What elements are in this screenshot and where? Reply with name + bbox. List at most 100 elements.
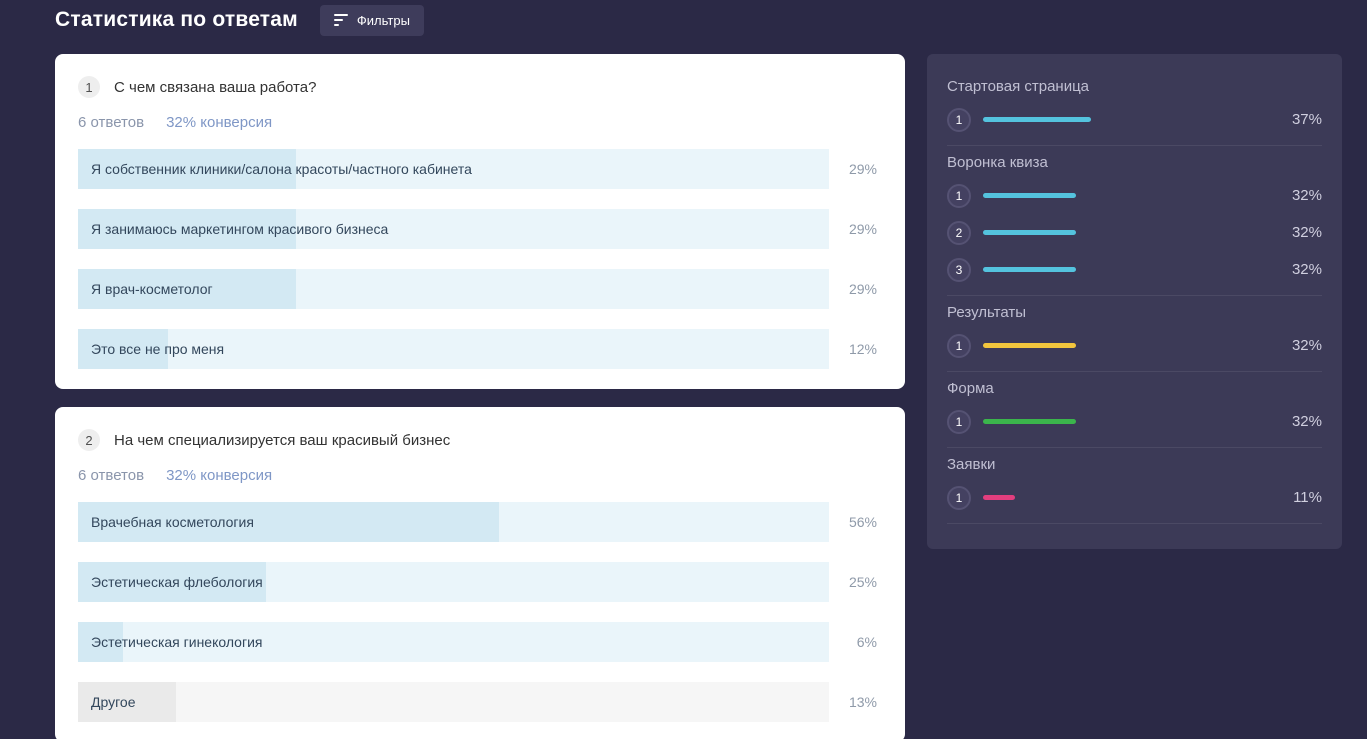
funnel-step-badge: 1	[947, 409, 971, 434]
answer-bar-fill	[78, 329, 169, 369]
funnel-step-badge: 1	[947, 485, 971, 510]
answer-row: Эстетическая гинекология 6%	[78, 622, 877, 662]
funnel-bar-track	[983, 495, 1274, 500]
question-card-2: 2 На чем специализируется ваш красивый б…	[55, 407, 905, 739]
funnel-item: 1 32%	[947, 327, 1322, 364]
divider	[947, 295, 1322, 296]
answer-bar: Эстетическая флебология	[78, 562, 829, 602]
funnel-section-title: Результаты	[947, 304, 1026, 321]
funnel-percent: 11%	[1293, 489, 1322, 506]
answer-bar: Эстетическая гинекология	[78, 622, 829, 662]
divider	[947, 447, 1322, 448]
funnel-bar	[983, 267, 1077, 272]
funnel-bar-track	[983, 267, 1274, 272]
funnel-percent: 32%	[1291, 187, 1322, 204]
funnel-bar	[983, 343, 1077, 348]
question-header: 1 С чем связана ваша работа?	[78, 76, 877, 98]
answer-row: Эстетическая флебология 25%	[78, 562, 877, 602]
funnel-percent: 32%	[1291, 224, 1322, 241]
funnel-percent: 32%	[1291, 337, 1322, 354]
answer-row-other: Другое 13%	[78, 682, 877, 722]
filter-sort-icon	[333, 14, 348, 26]
funnel-step-badge: 3	[947, 257, 971, 282]
funnel-step-badge: 1	[947, 333, 971, 358]
funnel-item: 2 32%	[947, 214, 1322, 251]
funnel-item: 1 11%	[947, 479, 1322, 516]
funnel-bar-track	[983, 419, 1274, 424]
funnel-percent: 32%	[1291, 413, 1322, 430]
funnel-bar	[983, 193, 1077, 198]
answer-bar: Другое	[78, 682, 829, 722]
answer-bar-fill	[78, 149, 296, 189]
funnel-bar	[983, 230, 1077, 235]
funnel-percent: 37%	[1291, 111, 1322, 128]
answer-bar: Я собственник клиники/салона красоты/час…	[78, 149, 829, 189]
answer-bar-fill	[78, 502, 499, 542]
funnel-bar	[983, 495, 1015, 500]
answer-bar: Врачебная косметология	[78, 502, 829, 542]
answer-bar-fill	[78, 269, 296, 309]
answer-bar: Это все не про меня	[78, 329, 829, 369]
divider	[947, 371, 1322, 372]
funnel-bar	[983, 117, 1091, 122]
answers-count: 6 ответов	[78, 114, 145, 131]
filters-button-label: Фильтры	[356, 12, 410, 28]
filters-button[interactable]: Фильтры	[319, 4, 424, 36]
answer-rows: Врачебная косметология 56% Эстетическая …	[78, 502, 877, 722]
funnel-bar-track	[983, 230, 1274, 235]
conversion-rate: 32% конверсия	[166, 467, 273, 484]
funnel-bar-track	[983, 193, 1274, 198]
answer-label: Другое	[91, 694, 136, 710]
funnel-step-badge: 1	[947, 183, 971, 208]
answer-bar-fill	[78, 682, 176, 722]
answer-percent: 56%	[848, 514, 877, 530]
questions-column: 1 С чем связана ваша работа? 6 ответов 3…	[55, 54, 905, 739]
funnel-item: 1 32%	[947, 177, 1322, 214]
answer-percent: 29%	[848, 221, 877, 237]
answer-row: Я врач-косметолог 29%	[78, 269, 877, 309]
question-header: 2 На чем специализируется ваш красивый б…	[78, 429, 877, 451]
answer-label: Эстетическая флебология	[91, 574, 263, 590]
answer-label: Врачебная косметология	[91, 514, 254, 530]
page-header: Статистика по ответам Фильтры	[0, 0, 1367, 36]
funnel-percent: 32%	[1291, 261, 1322, 278]
question-meta: 6 ответов 32% конверсия	[78, 467, 877, 484]
funnel-item: 1 37%	[947, 101, 1322, 138]
answer-bar: Я занимаюсь маркетингом красивого бизнес…	[78, 209, 829, 249]
answer-label: Я врач-косметолог	[91, 281, 213, 297]
answers-count: 6 ответов	[78, 467, 145, 484]
page-title: Статистика по ответам	[55, 8, 298, 31]
question-title: На чем специализируется ваш красивый биз…	[114, 431, 451, 449]
main-content: 1 С чем связана ваша работа? 6 ответов 3…	[0, 54, 1367, 739]
funnel-item: 3 32%	[947, 251, 1322, 288]
answer-percent: 12%	[848, 341, 877, 357]
funnel-bar-track	[983, 117, 1274, 122]
question-title: С чем связана ваша работа?	[114, 78, 317, 96]
answer-row: Это все не про меня 12%	[78, 329, 877, 369]
answer-label: Эстетическая гинекология	[91, 634, 263, 650]
funnel-step-badge: 2	[947, 220, 971, 245]
funnel-panel: Стартовая страница 1 37% Воронка квиза 1…	[927, 54, 1342, 549]
funnel-bar	[983, 419, 1077, 424]
answer-percent: 25%	[848, 574, 877, 590]
answer-bar-fill	[78, 209, 296, 249]
divider	[947, 145, 1322, 146]
funnel-step-badge: 1	[947, 107, 971, 132]
answer-rows: Я собственник клиники/салона красоты/час…	[78, 149, 877, 369]
answer-bar: Я врач-косметолог	[78, 269, 829, 309]
funnel-section-title: Заявки	[947, 456, 996, 473]
funnel-bar-track	[983, 343, 1274, 348]
question-number-badge: 2	[78, 429, 100, 451]
answer-percent: 29%	[848, 161, 877, 177]
answer-label: Я занимаюсь маркетингом красивого бизнес…	[91, 221, 389, 237]
answer-label: Это все не про меня	[91, 341, 225, 357]
answer-row: Врачебная косметология 56%	[78, 502, 877, 542]
answer-row: Я собственник клиники/салона красоты/час…	[78, 149, 877, 189]
answer-row: Я занимаюсь маркетингом красивого бизнес…	[78, 209, 877, 249]
question-meta: 6 ответов 32% конверсия	[78, 114, 877, 131]
divider	[947, 523, 1322, 524]
answer-percent: 29%	[848, 281, 877, 297]
answer-percent: 6%	[856, 634, 877, 650]
funnel-section-title: Воронка квиза	[947, 154, 1048, 171]
question-card-1: 1 С чем связана ваша работа? 6 ответов 3…	[55, 54, 905, 389]
